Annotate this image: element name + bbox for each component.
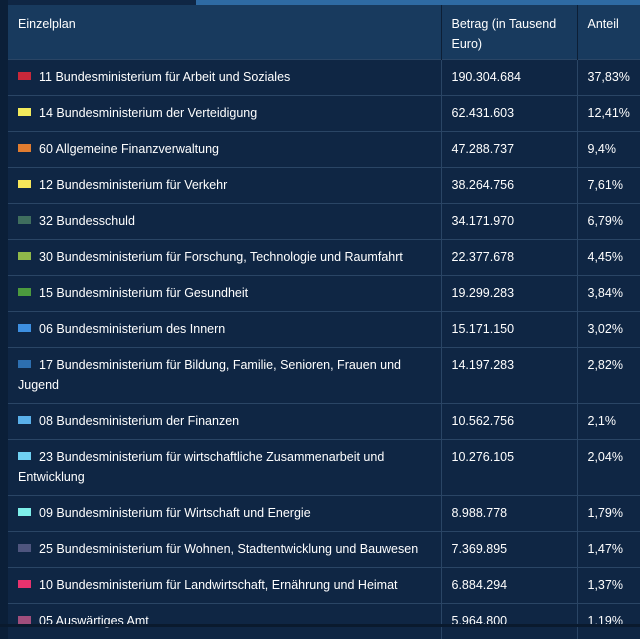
table-row: 11 Bundesministerium für Arbeit und Sozi… xyxy=(8,60,640,96)
table-row: 15 Bundesministerium für Gesundheit 19.29… xyxy=(8,276,640,312)
cell-betrag: 8.988.778 xyxy=(441,496,577,532)
table-row: 10 Bundesministerium für Landwirtschaft,… xyxy=(8,568,640,604)
color-swatch-icon xyxy=(18,452,31,460)
header-einzelplan[interactable]: Einzelplan xyxy=(8,5,441,60)
cell-betrag: 5.964.800 xyxy=(441,604,577,639)
cell-anteil: 1,47% xyxy=(577,532,640,568)
header-betrag[interactable]: Betrag (in Tausend Euro) xyxy=(441,5,577,60)
cell-anteil: 2,82% xyxy=(577,348,640,404)
color-swatch-icon xyxy=(18,544,31,552)
cell-betrag: 34.171.970 xyxy=(441,204,577,240)
color-swatch-icon xyxy=(18,180,31,188)
cell-betrag: 38.264.756 xyxy=(441,168,577,204)
einzelplan-label: 23 Bundesministerium für wirtschaftliche… xyxy=(18,450,384,484)
cell-einzelplan: 06 Bundesministerium des Innern xyxy=(8,312,441,348)
einzelplan-label: 17 Bundesministerium für Bildung, Famili… xyxy=(18,358,401,392)
cell-betrag: 15.171.150 xyxy=(441,312,577,348)
color-swatch-icon xyxy=(18,108,31,116)
cell-einzelplan: 08 Bundesministerium der Finanzen xyxy=(8,404,441,440)
einzelplan-label: 12 Bundesministerium für Verkehr xyxy=(39,178,227,192)
table-row: 30 Bundesministerium für Forschung, Tech… xyxy=(8,240,640,276)
einzelplan-label: 25 Bundesministerium für Wohnen, Stadten… xyxy=(39,542,418,556)
cell-einzelplan: 32 Bundesschuld xyxy=(8,204,441,240)
table-row: 60 Allgemeine Finanzverwaltung 47.288.737… xyxy=(8,132,640,168)
einzelplan-label: 09 Bundesministerium für Wirtschaft und … xyxy=(39,506,311,520)
header-row: Einzelplan Betrag (in Tausend Euro) Ante… xyxy=(8,5,640,60)
cell-betrag: 190.304.684 xyxy=(441,60,577,96)
cell-anteil: 9,4% xyxy=(577,132,640,168)
cell-einzelplan: 11 Bundesministerium für Arbeit und Sozi… xyxy=(8,60,441,96)
einzelplan-label: 32 Bundesschuld xyxy=(39,214,135,228)
cell-einzelplan: 10 Bundesministerium für Landwirtschaft,… xyxy=(8,568,441,604)
einzelplan-label: 14 Bundesministerium der Verteidigung xyxy=(39,106,257,120)
cell-einzelplan: 09 Bundesministerium für Wirtschaft und … xyxy=(8,496,441,532)
color-swatch-icon xyxy=(18,72,31,80)
cell-anteil: 3,84% xyxy=(577,276,640,312)
cell-anteil: 12,41% xyxy=(577,96,640,132)
cell-betrag: 62.431.603 xyxy=(441,96,577,132)
cell-einzelplan: 23 Bundesministerium für wirtschaftliche… xyxy=(8,440,441,496)
cell-betrag: 19.299.283 xyxy=(441,276,577,312)
table-body: 11 Bundesministerium für Arbeit und Sozi… xyxy=(8,60,640,639)
cell-anteil: 2,04% xyxy=(577,440,640,496)
color-swatch-icon xyxy=(18,508,31,516)
cell-anteil: 1,19% xyxy=(577,604,640,639)
einzelplan-label: 08 Bundesministerium der Finanzen xyxy=(39,414,239,428)
cell-anteil: 2,1% xyxy=(577,404,640,440)
table-row: 17 Bundesministerium für Bildung, Famili… xyxy=(8,348,640,404)
cell-einzelplan: 60 Allgemeine Finanzverwaltung xyxy=(8,132,441,168)
color-swatch-icon xyxy=(18,324,31,332)
einzelplan-label: 11 Bundesministerium für Arbeit und Sozi… xyxy=(39,70,290,84)
cell-anteil: 7,61% xyxy=(577,168,640,204)
color-swatch-icon xyxy=(18,288,31,296)
table-row: 23 Bundesministerium für wirtschaftliche… xyxy=(8,440,640,496)
table-row: 12 Bundesministerium für Verkehr 38.264.7… xyxy=(8,168,640,204)
color-swatch-icon xyxy=(18,360,31,368)
cell-anteil: 37,83% xyxy=(577,60,640,96)
color-swatch-icon xyxy=(18,216,31,224)
cell-betrag: 47.288.737 xyxy=(441,132,577,168)
cell-betrag: 7.369.895 xyxy=(441,532,577,568)
cell-einzelplan: 17 Bundesministerium für Bildung, Famili… xyxy=(8,348,441,404)
table-row: 14 Bundesministerium der Verteidigung 62.… xyxy=(8,96,640,132)
color-swatch-icon xyxy=(18,252,31,260)
einzelplan-label: 30 Bundesministerium für Forschung, Tech… xyxy=(39,250,403,264)
cell-betrag: 10.276.105 xyxy=(441,440,577,496)
einzelplan-label: 60 Allgemeine Finanzverwaltung xyxy=(39,142,219,156)
color-swatch-icon xyxy=(18,616,31,624)
color-swatch-icon xyxy=(18,580,31,588)
einzelplan-label: 10 Bundesministerium für Landwirtschaft,… xyxy=(39,578,398,592)
cell-anteil: 6,79% xyxy=(577,204,640,240)
cell-einzelplan: 05 Auswärtiges Amt xyxy=(8,604,441,639)
cell-einzelplan: 25 Bundesministerium für Wohnen, Stadten… xyxy=(8,532,441,568)
header-anteil[interactable]: Anteil xyxy=(577,5,640,60)
cell-betrag: 14.197.283 xyxy=(441,348,577,404)
table-row: 06 Bundesministerium des Innern 15.171.15… xyxy=(8,312,640,348)
cell-betrag: 10.562.756 xyxy=(441,404,577,440)
cell-anteil: 1,37% xyxy=(577,568,640,604)
cell-einzelplan: 12 Bundesministerium für Verkehr xyxy=(8,168,441,204)
table-row: 08 Bundesministerium der Finanzen 10.562.… xyxy=(8,404,640,440)
einzelplan-label: 06 Bundesministerium des Innern xyxy=(39,322,225,336)
cell-betrag: 22.377.678 xyxy=(441,240,577,276)
color-swatch-icon xyxy=(18,416,31,424)
table-row: 09 Bundesministerium für Wirtschaft und … xyxy=(8,496,640,532)
cell-einzelplan: 14 Bundesministerium der Verteidigung xyxy=(8,96,441,132)
table-header: Einzelplan Betrag (in Tausend Euro) Ante… xyxy=(8,5,640,60)
cell-einzelplan: 15 Bundesministerium für Gesundheit xyxy=(8,276,441,312)
cell-betrag: 6.884.294 xyxy=(441,568,577,604)
einzelplan-label: 15 Bundesministerium für Gesundheit xyxy=(39,286,248,300)
cell-einzelplan: 30 Bundesministerium für Forschung, Tech… xyxy=(8,240,441,276)
cell-anteil: 1,79% xyxy=(577,496,640,532)
cell-anteil: 3,02% xyxy=(577,312,640,348)
budget-table: Einzelplan Betrag (in Tausend Euro) Ante… xyxy=(8,5,640,639)
table-row: 25 Bundesministerium für Wohnen, Stadten… xyxy=(8,532,640,568)
color-swatch-icon xyxy=(18,144,31,152)
cell-anteil: 4,45% xyxy=(577,240,640,276)
